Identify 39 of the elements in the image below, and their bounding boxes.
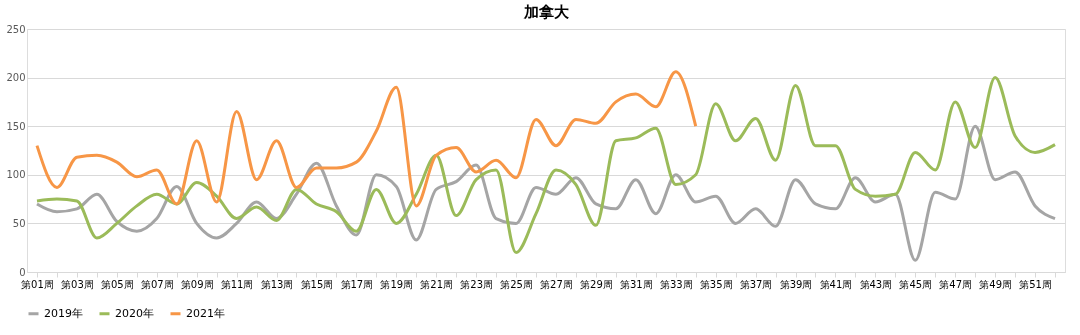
x-tick-label: 第19周 — [380, 278, 414, 290]
line-series — [35, 70, 698, 208]
x-tick-label: 第17周 — [340, 278, 374, 290]
x-tick-label: 第51周 — [1019, 278, 1052, 290]
x-tick-label: 第11周 — [220, 278, 254, 290]
line-series — [35, 124, 1057, 262]
y-tick-label: 200 — [6, 72, 26, 84]
x-tick-label: 第09周 — [180, 278, 214, 290]
y-tick-label: 50 — [12, 217, 26, 229]
line-series — [35, 76, 1057, 255]
x-tick-label: 第45周 — [899, 278, 933, 290]
x-tick-label: 第43周 — [859, 278, 893, 290]
chart-title: 加拿大 — [522, 3, 570, 21]
x-tick-label: 第31周 — [619, 278, 653, 290]
x-tick-label: 第23周 — [460, 278, 493, 290]
x-tick-label: 第03周 — [61, 278, 94, 290]
x-tick-label: 第01周 — [21, 278, 54, 290]
x-tick-label: 第33周 — [659, 278, 693, 290]
x-tick-label: 第49周 — [979, 278, 1012, 290]
legend-label: 2019年 — [44, 306, 83, 320]
y-tick-label: 100 — [6, 169, 26, 181]
x-tick-label: 第21周 — [420, 278, 454, 290]
x-tick-label: 第41周 — [819, 278, 853, 290]
x-tick-label: 第29周 — [580, 278, 613, 290]
x-tick-label: 第13周 — [260, 278, 294, 290]
legend-label: 2020年 — [115, 306, 154, 320]
x-tick-label: 第07周 — [140, 278, 174, 290]
y-tick-label: 250 — [6, 23, 26, 35]
legend-label: 2021年 — [186, 306, 225, 320]
x-tick-label: 第39周 — [779, 278, 813, 290]
x-tick-label: 第37周 — [739, 278, 773, 290]
x-tick-label: 第05周 — [100, 278, 134, 290]
x-tick-label: 第25周 — [500, 278, 533, 290]
x-tick-label: 第35周 — [699, 278, 733, 290]
x-tick-label: 第27周 — [540, 278, 573, 290]
x-tick-label: 第47周 — [939, 278, 973, 290]
x-tick-label: 第15周 — [300, 278, 334, 290]
y-tick-label: 0 — [19, 266, 26, 278]
y-tick-label: 150 — [6, 120, 26, 132]
